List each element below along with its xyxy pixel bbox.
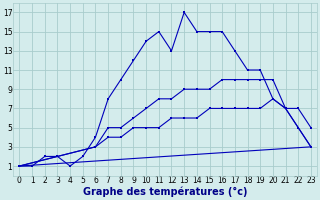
X-axis label: Graphe des températures (°c): Graphe des températures (°c) <box>83 187 247 197</box>
